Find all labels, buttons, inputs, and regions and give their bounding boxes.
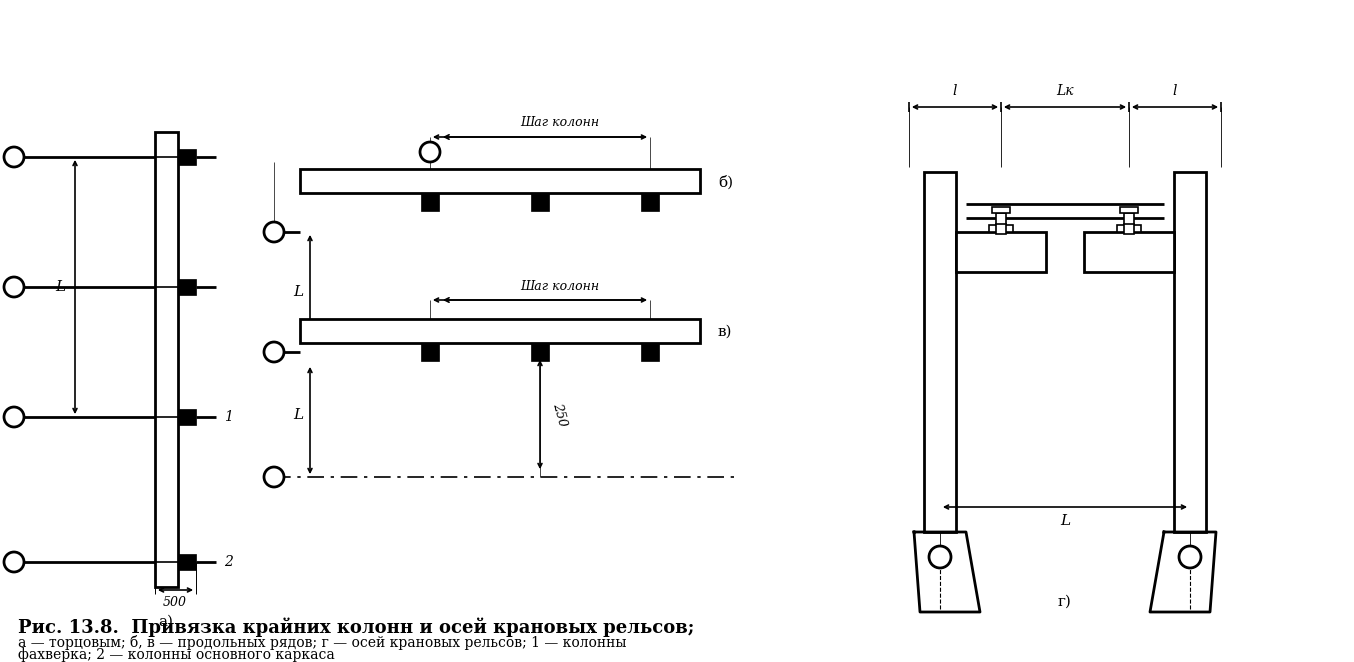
Bar xyxy=(1085,232,1174,272)
Circle shape xyxy=(264,467,284,487)
Bar xyxy=(1120,207,1137,213)
Bar xyxy=(992,207,1010,213)
Text: Рис. 13.8.  Привязка крайних колонн и осей крановых рельсов;: Рис. 13.8. Привязка крайних колонн и осе… xyxy=(18,617,695,637)
Bar xyxy=(923,172,956,532)
Text: б): б) xyxy=(718,175,733,189)
Text: 250: 250 xyxy=(551,402,570,428)
Circle shape xyxy=(4,407,24,427)
Text: а — торцовым; б, в — продольных рядов; г — осей крановых рельсов; 1 — колонны: а — торцовым; б, в — продольных рядов; г… xyxy=(18,636,627,651)
Bar xyxy=(421,193,439,211)
Polygon shape xyxy=(914,532,980,612)
Text: г): г) xyxy=(1057,595,1072,609)
Bar xyxy=(154,132,177,587)
Circle shape xyxy=(929,546,951,568)
Bar xyxy=(421,343,439,361)
Text: 1: 1 xyxy=(223,410,233,424)
Bar xyxy=(177,409,196,425)
Text: 2: 2 xyxy=(223,555,233,569)
Bar xyxy=(988,225,1013,232)
Text: Шаг колонн: Шаг колонн xyxy=(520,117,600,130)
Text: фахверка; 2 — колонны основного каркаса: фахверка; 2 — колонны основного каркаса xyxy=(18,647,334,662)
Text: Шаг колонн: Шаг колонн xyxy=(520,279,600,293)
Bar xyxy=(1174,172,1206,532)
Circle shape xyxy=(1179,546,1201,568)
Bar xyxy=(997,213,1006,225)
Circle shape xyxy=(4,552,24,572)
Bar xyxy=(177,554,196,570)
Bar xyxy=(997,224,1006,234)
Circle shape xyxy=(4,147,24,167)
Text: L: L xyxy=(292,408,303,422)
Bar xyxy=(1124,213,1135,225)
Text: L: L xyxy=(292,285,303,299)
Text: а): а) xyxy=(158,615,173,629)
Bar xyxy=(177,149,196,165)
Circle shape xyxy=(420,142,440,162)
Bar xyxy=(640,343,659,361)
Text: Lк: Lк xyxy=(1056,84,1074,98)
Text: 500: 500 xyxy=(162,596,187,608)
Text: l: l xyxy=(1173,84,1177,98)
Text: в): в) xyxy=(718,325,733,339)
Text: L: L xyxy=(56,280,65,294)
Bar xyxy=(531,193,548,211)
Text: L: L xyxy=(1060,514,1070,528)
Circle shape xyxy=(264,342,284,362)
Bar xyxy=(1117,225,1141,232)
Bar xyxy=(301,319,700,343)
Bar xyxy=(956,232,1047,272)
Bar xyxy=(531,343,548,361)
Bar xyxy=(1124,224,1135,234)
Bar xyxy=(640,193,659,211)
Circle shape xyxy=(4,277,24,297)
Text: l: l xyxy=(953,84,957,98)
Bar xyxy=(177,279,196,295)
Circle shape xyxy=(264,222,284,242)
Bar xyxy=(301,169,700,193)
Polygon shape xyxy=(1150,532,1216,612)
